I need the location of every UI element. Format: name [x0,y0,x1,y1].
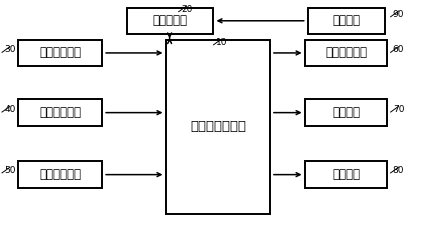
Text: 转速采集电路: 转速采集电路 [39,168,82,181]
Text: 20: 20 [181,5,192,14]
Text: 保护电路: 保护电路 [332,106,360,119]
Bar [307,8,385,34]
Text: 10: 10 [216,38,227,47]
Text: 终端控制器: 终端控制器 [152,14,187,27]
Text: 70: 70 [393,105,404,114]
Text: 电压调节控制器: 电压调节控制器 [190,121,246,134]
Bar [305,40,387,66]
Bar [18,40,102,66]
Text: 50: 50 [4,166,16,175]
Text: 60: 60 [393,46,404,55]
Text: 电流采集电路: 电流采集电路 [39,106,82,119]
Text: 90: 90 [393,10,404,19]
Text: 40: 40 [4,105,16,114]
Bar [18,161,102,188]
Bar [166,40,270,214]
Bar [305,161,387,188]
Bar [127,8,213,34]
Bar [305,99,387,126]
Text: 电压采集电路: 电压采集电路 [39,46,82,59]
Text: 80: 80 [393,166,404,175]
Text: 显示电路: 显示电路 [332,14,360,27]
Text: 30: 30 [4,46,16,55]
Text: 键盘输入电路: 键盘输入电路 [325,46,367,59]
Text: 报警电路: 报警电路 [332,168,360,181]
Bar [18,99,102,126]
